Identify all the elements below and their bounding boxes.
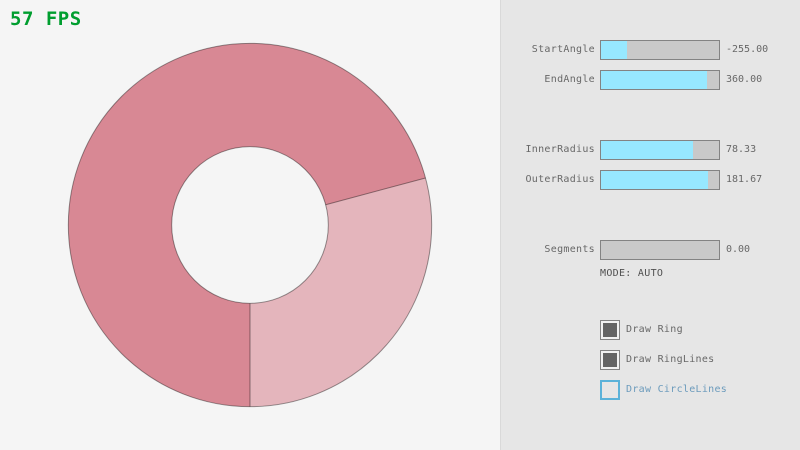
checkbox-label-draw-ringlines: Draw RingLines: [626, 354, 715, 365]
segments-mode-text: MODE: AUTO: [600, 268, 664, 279]
slider-label-segments: Segments: [544, 244, 595, 255]
slider-endangle[interactable]: [600, 70, 720, 90]
slider-fill: [601, 71, 708, 89]
checkbox-row-draw-circlelines: Draw CircleLines: [500, 380, 800, 400]
checkmark-icon: [603, 353, 617, 367]
panel-divider: [500, 0, 501, 450]
checkbox-label-draw-circlelines: Draw CircleLines: [626, 384, 728, 395]
slider-innerradius[interactable]: [600, 140, 720, 160]
control-panel: StartAngle -255.00 EndAngle 360.00 Inner…: [500, 0, 800, 450]
slider-segments[interactable]: [600, 240, 720, 260]
slider-outerradius[interactable]: [600, 170, 720, 190]
slider-value-endangle: 360.00: [726, 74, 763, 85]
slider-row-endangle: EndAngle 360.00: [500, 70, 800, 90]
slider-value-segments: 0.00: [726, 244, 751, 255]
slider-fill: [601, 141, 694, 159]
slider-value-outerradius: 181.67: [726, 174, 763, 185]
slider-value-startangle: -255.00: [726, 44, 769, 55]
slider-label-innerradius: InnerRadius: [525, 144, 595, 155]
checkbox-draw-circlelines[interactable]: [600, 380, 620, 400]
slider-row-segments: Segments 0.00: [500, 240, 800, 260]
fps-counter: 57 FPS: [10, 8, 82, 30]
slider-row-startangle: StartAngle -255.00: [500, 40, 800, 60]
slider-fill: [601, 171, 709, 189]
slider-fill: [601, 41, 627, 59]
slider-label-startangle: StartAngle: [531, 44, 595, 55]
slider-startangle[interactable]: [600, 40, 720, 60]
checkbox-row-draw-ring: Draw Ring: [500, 320, 800, 340]
ring-canvas: [67, 42, 433, 408]
checkbox-draw-ringlines[interactable]: [600, 350, 620, 370]
checkmark-icon: [603, 323, 617, 337]
slider-label-endangle: EndAngle: [544, 74, 595, 85]
slider-value-innerradius: 78.33: [726, 144, 757, 155]
slider-label-outerradius: OuterRadius: [525, 174, 595, 185]
slider-row-innerradius: InnerRadius 78.33: [500, 140, 800, 160]
slider-row-outerradius: OuterRadius 181.67: [500, 170, 800, 190]
checkbox-row-draw-ringlines: Draw RingLines: [500, 350, 800, 370]
checkbox-draw-ring[interactable]: [600, 320, 620, 340]
checkbox-label-draw-ring: Draw Ring: [626, 324, 683, 335]
